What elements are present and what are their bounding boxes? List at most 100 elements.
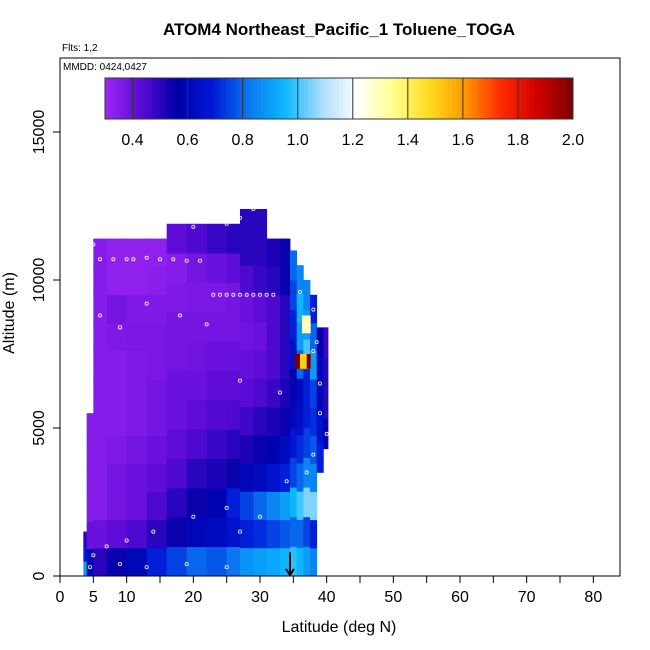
heat-cell xyxy=(226,282,241,313)
heat-cell xyxy=(290,546,298,577)
heat-cell xyxy=(186,458,208,489)
sample-points xyxy=(88,206,329,570)
colorbar-segment xyxy=(167,78,172,119)
colorbar-segment xyxy=(366,78,371,119)
colorbar-segment xyxy=(374,78,379,119)
sample-point xyxy=(144,565,149,570)
colorbar-segment xyxy=(502,78,508,119)
heat-cell xyxy=(106,463,128,493)
colorbar-segment xyxy=(120,78,125,119)
colorbar-segment xyxy=(381,78,387,119)
heat-cell xyxy=(253,293,268,323)
x-tick-label: 30 xyxy=(251,589,269,606)
heat-cell xyxy=(303,516,311,547)
colorbar-segment xyxy=(249,78,254,119)
heat-cell xyxy=(303,280,311,310)
heat-cell xyxy=(186,341,208,371)
colorbar-segment xyxy=(358,78,363,119)
heat-cell xyxy=(126,491,148,521)
colorbar-segment xyxy=(471,78,476,119)
sample-point xyxy=(144,255,149,260)
heat-cell xyxy=(93,322,108,352)
colorbar-tick-label: 0.8 xyxy=(232,132,254,149)
heat-cell xyxy=(86,440,94,468)
heat-cell xyxy=(86,413,94,441)
colorbar-segment xyxy=(491,78,496,119)
sample-point xyxy=(304,470,309,475)
colorbar-segment xyxy=(214,78,219,119)
y-tick-label: 15000 xyxy=(31,110,48,155)
heat-cell xyxy=(296,293,304,323)
colorbar-segment xyxy=(253,78,258,119)
heat-cell xyxy=(316,356,324,386)
colorbar-segment xyxy=(561,78,566,119)
colorbar-segment xyxy=(530,78,535,119)
colorbar-segment xyxy=(428,78,434,119)
heat-cell xyxy=(186,429,208,459)
colorbar-segment xyxy=(342,78,348,119)
colorbar-segment xyxy=(526,78,531,119)
heat-cell xyxy=(146,379,168,408)
heat-cell xyxy=(93,463,108,493)
heat-cell xyxy=(240,547,254,577)
colorbar-segment xyxy=(362,78,367,119)
heat-cell xyxy=(240,434,254,464)
sample-point xyxy=(311,349,316,354)
colorbar-segment xyxy=(444,78,449,119)
heat-cell xyxy=(296,519,304,549)
colorbar-segment xyxy=(518,78,523,119)
colorbar-segment xyxy=(108,78,114,119)
colorbar-segment xyxy=(487,78,492,119)
heat-cell xyxy=(206,341,228,371)
heat-cell xyxy=(280,294,291,324)
heat-cell xyxy=(253,434,268,464)
sample-point xyxy=(191,224,196,229)
arrow-head xyxy=(285,568,295,577)
sample-point xyxy=(264,292,269,297)
heat-cell xyxy=(206,311,228,342)
colorbar-segment xyxy=(541,78,547,119)
heat-cell xyxy=(106,351,128,380)
x-tick-label: 0 xyxy=(56,589,65,606)
y-tick-label: 5000 xyxy=(31,410,48,446)
sample-point xyxy=(88,277,93,282)
heat-cell xyxy=(310,351,318,380)
colorbar-segment xyxy=(229,78,235,119)
heat-cell xyxy=(186,282,208,313)
heat-cell xyxy=(186,546,208,577)
colorbar-segment xyxy=(311,78,317,119)
heat-cell xyxy=(280,351,291,380)
heat-cell xyxy=(146,266,168,296)
heat-cell xyxy=(93,547,108,577)
colorbar-segment xyxy=(393,78,398,119)
heat-cell xyxy=(266,351,281,380)
sample-point xyxy=(311,307,316,312)
heat-cell xyxy=(166,546,188,577)
heat-cell xyxy=(290,368,298,399)
sample-point xyxy=(311,452,316,457)
sample-point xyxy=(324,431,329,436)
colorbar-segment xyxy=(534,78,539,119)
heat-cell xyxy=(296,462,304,492)
heat-cell xyxy=(303,487,311,518)
sample-point xyxy=(251,292,256,297)
heat-cell xyxy=(146,407,168,436)
colorbar-segment xyxy=(136,78,141,119)
heat-cell xyxy=(186,311,208,342)
colorbar-segment xyxy=(128,78,133,119)
heat-cell xyxy=(226,487,241,518)
x-tick-label: 5 xyxy=(89,589,98,606)
colorbar-segment xyxy=(459,78,465,119)
heat-cell xyxy=(146,519,168,549)
x-tick-label: 50 xyxy=(384,589,402,606)
colorbar-segment xyxy=(268,78,274,119)
colorbar-segment xyxy=(179,78,184,119)
colorbar-segment xyxy=(339,78,344,119)
heat-cell xyxy=(106,266,128,296)
colorbar-segment xyxy=(284,78,289,119)
sample-point xyxy=(184,562,189,567)
heat-cell xyxy=(280,322,291,352)
sample-point xyxy=(224,292,229,297)
colorbar-segment xyxy=(264,78,270,119)
